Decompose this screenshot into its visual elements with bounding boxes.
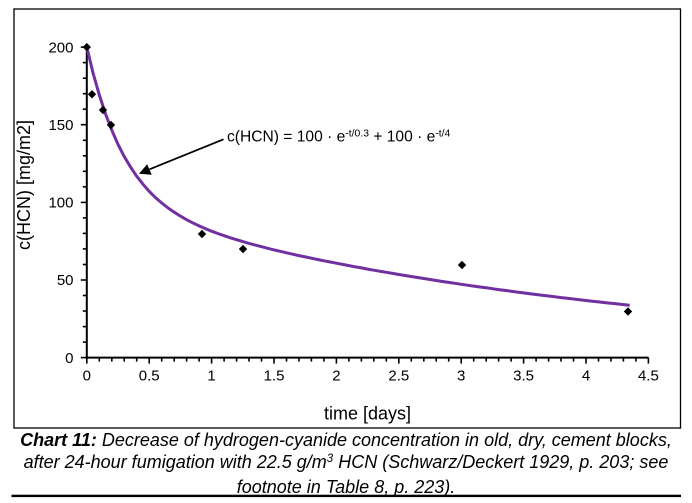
svg-text:0: 0 xyxy=(83,368,91,385)
svg-text:time [days]: time [days] xyxy=(324,404,411,424)
svg-text:2: 2 xyxy=(332,368,340,385)
svg-text:1.5: 1.5 xyxy=(264,368,285,385)
svg-text:3: 3 xyxy=(457,368,465,385)
svg-text:4: 4 xyxy=(582,368,590,385)
svg-text:200: 200 xyxy=(48,39,73,56)
svg-text:c(HCN) = 100 · e-t/0.3 + 100 ·: c(HCN) = 100 · e-t/0.3 + 100 · e-t/4 xyxy=(227,128,451,145)
svg-text:c(HCN) [mg/m2]: c(HCN) [mg/m2] xyxy=(14,120,34,250)
svg-text:1: 1 xyxy=(207,368,215,385)
svg-text:0.5: 0.5 xyxy=(139,368,160,385)
svg-text:0: 0 xyxy=(65,350,73,367)
svg-text:150: 150 xyxy=(48,117,73,134)
svg-text:3.5: 3.5 xyxy=(513,368,534,385)
svg-text:50: 50 xyxy=(57,272,74,289)
svg-text:100: 100 xyxy=(48,195,73,212)
svg-text:4.5: 4.5 xyxy=(638,368,659,385)
svg-text:2.5: 2.5 xyxy=(388,368,409,385)
